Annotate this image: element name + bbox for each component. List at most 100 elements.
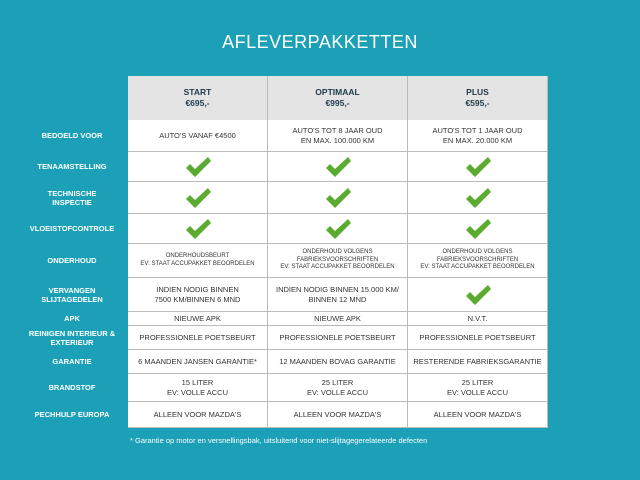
table-cell: PROFESSIONELE POETSBEURT	[128, 326, 268, 350]
footnote: * Garantie op motor en versnellingsbak, …	[130, 436, 428, 445]
text-line: BINNEN 12 MND	[308, 294, 367, 304]
text-line: ONDERHOUDSBEURT	[165, 253, 230, 259]
text-line: EV: STAAT ACCUPAKKET BEOORDELEN	[420, 264, 535, 271]
table-cell: NIEUWE APK	[268, 312, 408, 326]
text-line: APK	[64, 314, 80, 324]
text-line: REINIGEN INTERIEUR &	[28, 328, 116, 338]
text-line: PECHHULP EUROPA	[34, 410, 110, 420]
text-line: €695,-	[185, 98, 210, 108]
text-line: 15 LITER	[181, 378, 214, 388]
text-line: NIEUWE APK	[314, 313, 361, 323]
table-cell	[268, 182, 408, 214]
text-line: FABRIEKSVOORSCHRIFTEN	[296, 256, 379, 263]
text-line: AUTO'S VANAF €4500	[159, 130, 236, 140]
table-cell: 25 LITER EV: VOLLE ACCU	[408, 374, 548, 402]
row-label: BRANDSTOF	[18, 374, 126, 402]
table-cell: INDIEN NODIG BINNEN 7500 KM/BINNEN 6 MND	[128, 278, 268, 312]
table-cell: ALLEEN VOOR MAZDA'S	[128, 402, 268, 428]
text-line: ALLEEN VOOR MAZDA'S	[433, 409, 522, 419]
table-cell: ONDERHOUD VOLGENS FABRIEKSVOORSCHRIFTEN EV…	[268, 244, 408, 278]
table-cell: PROFESSIONELE POETSBEURT	[408, 326, 548, 350]
table-cell	[128, 182, 268, 214]
text-line: BEDOELD VOOR	[41, 131, 103, 141]
text-line: AUTO'S TOT 1 JAAR OUD	[432, 126, 523, 136]
text-line: EV: VOLLE ACCU	[307, 387, 368, 397]
table-cell: AUTO'S TOT 1 JAAR OUD EN MAX. 20.000 KM	[408, 120, 548, 152]
table-cell: ONDERHOUDSBEURT EV: STAAT ACCUPAKKET BEOO…	[128, 244, 268, 278]
text-line: N.V.T.	[467, 313, 488, 323]
row-label: TECHNISCHE INSPECTIE	[18, 182, 126, 214]
table-cell: ALLEEN VOOR MAZDA'S	[268, 402, 408, 428]
text-line: 6 MAANDEN JANSEN GARANTIE*	[138, 356, 257, 366]
check-icon	[325, 156, 351, 177]
text-line: PLUS	[466, 87, 489, 98]
row-label: BEDOELD VOOR	[18, 120, 126, 152]
column-header: START €695,-	[128, 76, 268, 120]
column-header: OPTIMAAL €995,-	[268, 76, 408, 120]
text-line: TENAAMSTELLING	[37, 162, 107, 172]
text-line: EV: VOLLE ACCU	[447, 387, 508, 397]
row-label: TENAAMSTELLING	[18, 152, 126, 182]
table-cell: AUTO'S VANAF €4500	[128, 120, 268, 152]
row-label: REINIGEN INTERIEUR & EXTERIEUR	[18, 326, 126, 350]
text-line: PROFESSIONELE POETSBEURT	[419, 332, 536, 342]
text-line: ALLEEN VOOR MAZDA'S	[153, 409, 242, 419]
text-line: TECHNISCHE	[47, 188, 97, 198]
text-line: ONDERHOUD	[47, 256, 97, 266]
table-cell: AUTO'S TOT 8 JAAR OUD EN MAX. 100.000 KM	[268, 120, 408, 152]
table-cell	[408, 152, 548, 182]
table-cell	[128, 214, 268, 244]
table-cell: ALLEEN VOOR MAZDA'S	[408, 402, 548, 428]
table-cell: NIEUWE APK	[128, 312, 268, 326]
text-line: PROFESSIONELE POETSBEURT	[279, 332, 396, 342]
text-line: EV: STAAT ACCUPAKKET BEOORDELEN	[140, 260, 255, 267]
text-line: VERVANGEN	[48, 285, 96, 295]
table-cell: 6 MAANDEN JANSEN GARANTIE*	[128, 350, 268, 374]
text-line: EXTERIEUR	[50, 338, 94, 347]
check-icon	[185, 187, 211, 208]
table-cell: RESTERENDE FABRIEKSGARANTIE	[408, 350, 548, 374]
text-line: €595,-	[465, 98, 490, 108]
text-line: SLIJTAGEDELEN	[41, 295, 103, 304]
text-line: NIEUWE APK	[174, 313, 221, 323]
row-label: APK	[18, 312, 126, 326]
check-icon	[465, 218, 491, 239]
text-line: ONDERHOUD VOLGENS	[302, 249, 373, 256]
row-label: VERVANGEN SLIJTAGEDELEN	[18, 278, 126, 312]
text-line: EV: STAAT ACCUPAKKET BEOORDELEN	[280, 264, 395, 271]
table-cell	[268, 152, 408, 182]
text-line: €995,-	[325, 98, 350, 108]
check-icon	[465, 187, 491, 208]
text-line: FABRIEKSVOORSCHRIFTEN	[436, 256, 519, 263]
text-line: INSPECTIE	[52, 198, 92, 207]
text-line: INDIEN NODIG BINNEN 15.000 KM/	[276, 285, 399, 295]
table-cell: 25 LITER EV: VOLLE ACCU	[268, 374, 408, 402]
row-label: GARANTIE	[18, 350, 126, 374]
check-icon	[465, 156, 491, 177]
text-line: EN MAX. 100.000 KM	[300, 135, 375, 145]
row-label: ONDERHOUD	[18, 244, 126, 278]
table-cell: INDIEN NODIG BINNEN 15.000 KM/BINNEN 12 …	[268, 278, 408, 312]
text-line: PROFESSIONELE POETSBEURT	[139, 332, 256, 342]
text-line: ALLEEN VOOR MAZDA'S	[293, 409, 382, 419]
table-cell	[408, 214, 548, 244]
text-line: INDIEN NODIG BINNEN	[156, 285, 239, 295]
text-line: START	[183, 87, 212, 98]
text-line: 7500 KM/BINNEN 6 MND	[154, 294, 241, 304]
check-icon	[325, 187, 351, 208]
table-cell	[408, 182, 548, 214]
text-line: 25 LITER	[461, 378, 494, 388]
check-icon	[325, 218, 351, 239]
text-line: AUTO'S TOT 8 JAAR OUD	[292, 126, 383, 136]
check-icon	[185, 156, 211, 177]
text-line: ONDERHOUD VOLGENS	[442, 249, 513, 256]
column-header: PLUS €595,-	[408, 76, 548, 120]
row-label: VLOEISTOFCONTROLE	[18, 214, 126, 244]
text-line: VLOEISTOFCONTROLE	[29, 224, 115, 234]
table-cell: PROFESSIONELE POETSBEURT	[268, 326, 408, 350]
text-line: EV: VOLLE ACCU	[167, 387, 228, 397]
check-icon	[465, 284, 491, 305]
title: AFLEVERPAKKETTEN	[222, 32, 418, 52]
table-cell	[128, 152, 268, 182]
